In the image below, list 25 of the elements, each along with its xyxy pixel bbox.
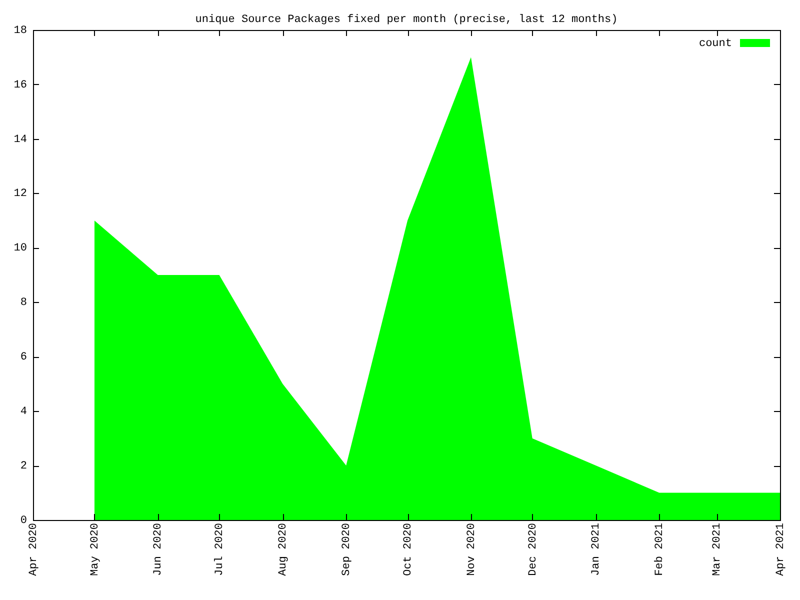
x-tick-label: Sep 2020 [341, 523, 354, 576]
y-tick-label: 8 [20, 297, 27, 310]
y-tick-label: 2 [20, 460, 27, 472]
y-tick-label: 18 [14, 24, 27, 37]
x-tick-label: Nov 2020 [466, 523, 478, 576]
legend-label: count [698, 38, 732, 50]
y-tick-label: 6 [20, 352, 27, 364]
x-tick-label: Jan 2021 [590, 522, 603, 576]
y-tick-label: 12 [14, 188, 27, 200]
x-tick-label: Apr 2021 [774, 522, 787, 576]
x-tick-label: Aug 2020 [278, 523, 290, 576]
x-tick-label: Dec 2020 [527, 523, 540, 576]
x-tick-label: Mar 2021 [711, 522, 724, 576]
x-tick-label: Jun 2020 [152, 523, 165, 576]
x-tick-label: May 2020 [89, 523, 102, 576]
y-tick-label: 4 [20, 406, 28, 418]
chart-title: unique Source Packages fixed per month (precise, last 12 months) [195, 14, 618, 26]
x-tick-label: Oct 2020 [402, 523, 414, 576]
y-tick-label: 0 [20, 514, 27, 527]
y-tick-label: 10 [14, 242, 27, 255]
x-tick-label: Apr 2020 [28, 523, 40, 576]
x-tick-label: Feb 2021 [654, 522, 666, 576]
y-tick-label: 14 [14, 134, 28, 146]
y-tick-label: 16 [14, 79, 27, 92]
x-tick-label: Jul 2020 [214, 523, 226, 576]
